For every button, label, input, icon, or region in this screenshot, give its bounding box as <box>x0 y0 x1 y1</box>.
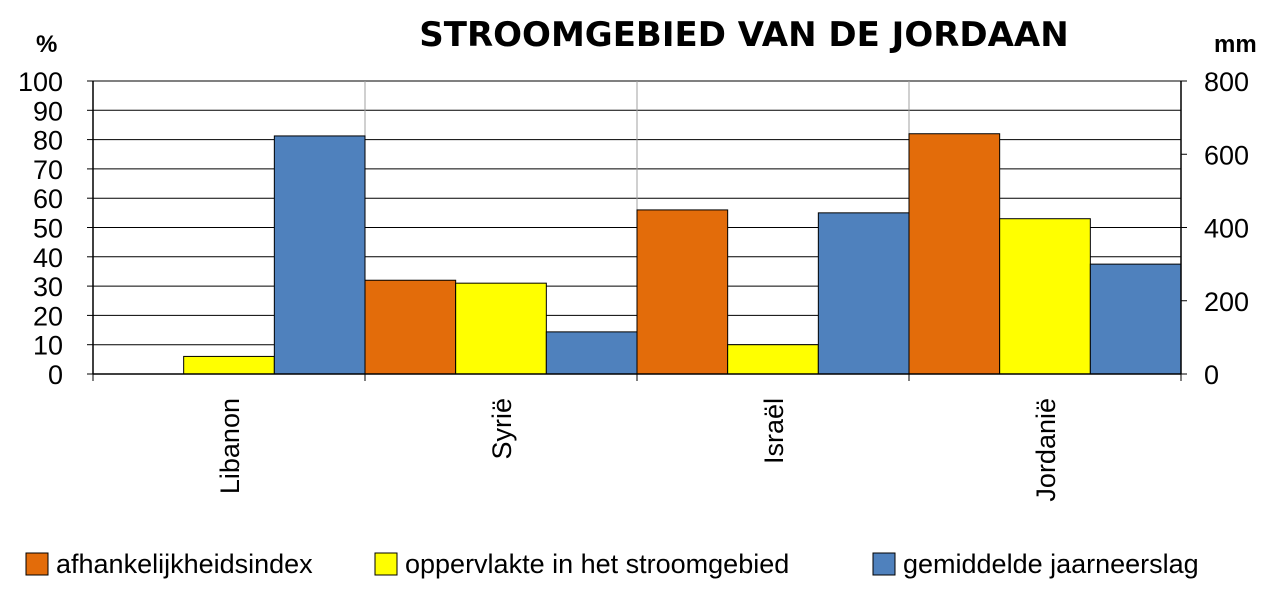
left-tick-label: 10 <box>33 331 63 361</box>
bar-afhankelijkheidsindex <box>636 209 729 375</box>
right-tick-label: 400 <box>1204 214 1249 244</box>
bars <box>183 133 1182 375</box>
legend: afhankelijkheidsindex oppervlakte in het … <box>25 549 1199 579</box>
legend-label: afhankelijkheidsindex <box>56 549 313 579</box>
left-tick-label: 90 <box>33 96 63 126</box>
left-tick-label: 80 <box>33 126 63 156</box>
right-tick-label: 800 <box>1204 67 1249 97</box>
legend-label: gemiddelde jaarneerslag <box>903 549 1199 579</box>
left-tick-label: 70 <box>33 155 63 185</box>
legend-swatch <box>374 552 398 576</box>
bar-afhankelijkheidsindex <box>364 279 457 375</box>
bar-gemiddelde-jaarneerslag <box>273 135 366 375</box>
category-label: Israël <box>759 398 789 464</box>
left-axis-unit: % <box>36 31 57 58</box>
right-axis-unit: mm <box>1214 31 1257 58</box>
left-tick-label: 100 <box>18 67 63 97</box>
bar-afhankelijkheidsindex <box>908 133 1001 375</box>
left-tick-label: 40 <box>33 243 63 273</box>
category-labels: Libanon Syrië Israël Jordanië <box>215 398 1061 502</box>
category-label: Syrië <box>487 398 517 460</box>
category-label: Jordanië <box>1031 398 1061 502</box>
bar-oppervlakte-in-het-stroomgebied <box>455 282 547 375</box>
legend-swatch <box>872 552 896 576</box>
bar-oppervlakte-in-het-stroomgebied <box>183 355 275 375</box>
legend-label: oppervlakte in het stroomgebied <box>405 549 789 579</box>
left-tick-label: 30 <box>33 272 63 302</box>
category-label: Libanon <box>215 398 245 494</box>
left-tick-label: 20 <box>33 301 63 331</box>
bar-oppervlakte-in-het-stroomgebied <box>727 344 819 375</box>
bar-oppervlakte-in-het-stroomgebied <box>999 218 1091 375</box>
bar-gemiddelde-jaarneerslag <box>545 331 638 375</box>
right-tick-label: 0 <box>1204 360 1219 390</box>
left-tick-label: 50 <box>33 214 63 244</box>
right-tick-label: 200 <box>1204 287 1249 317</box>
right-axis-ticks: 0 200 400 600 800 <box>1181 67 1249 390</box>
legend-swatch <box>25 552 49 576</box>
left-tick-label: 60 <box>33 184 63 214</box>
left-tick-label: 0 <box>48 360 63 390</box>
bar-gemiddelde-jaarneerslag <box>817 212 910 375</box>
chart-title: STROOMGEBIED VAN DE JORDAAN <box>419 15 1068 55</box>
bar-gemiddelde-jaarneerslag <box>1089 263 1182 375</box>
right-tick-label: 600 <box>1204 140 1249 170</box>
